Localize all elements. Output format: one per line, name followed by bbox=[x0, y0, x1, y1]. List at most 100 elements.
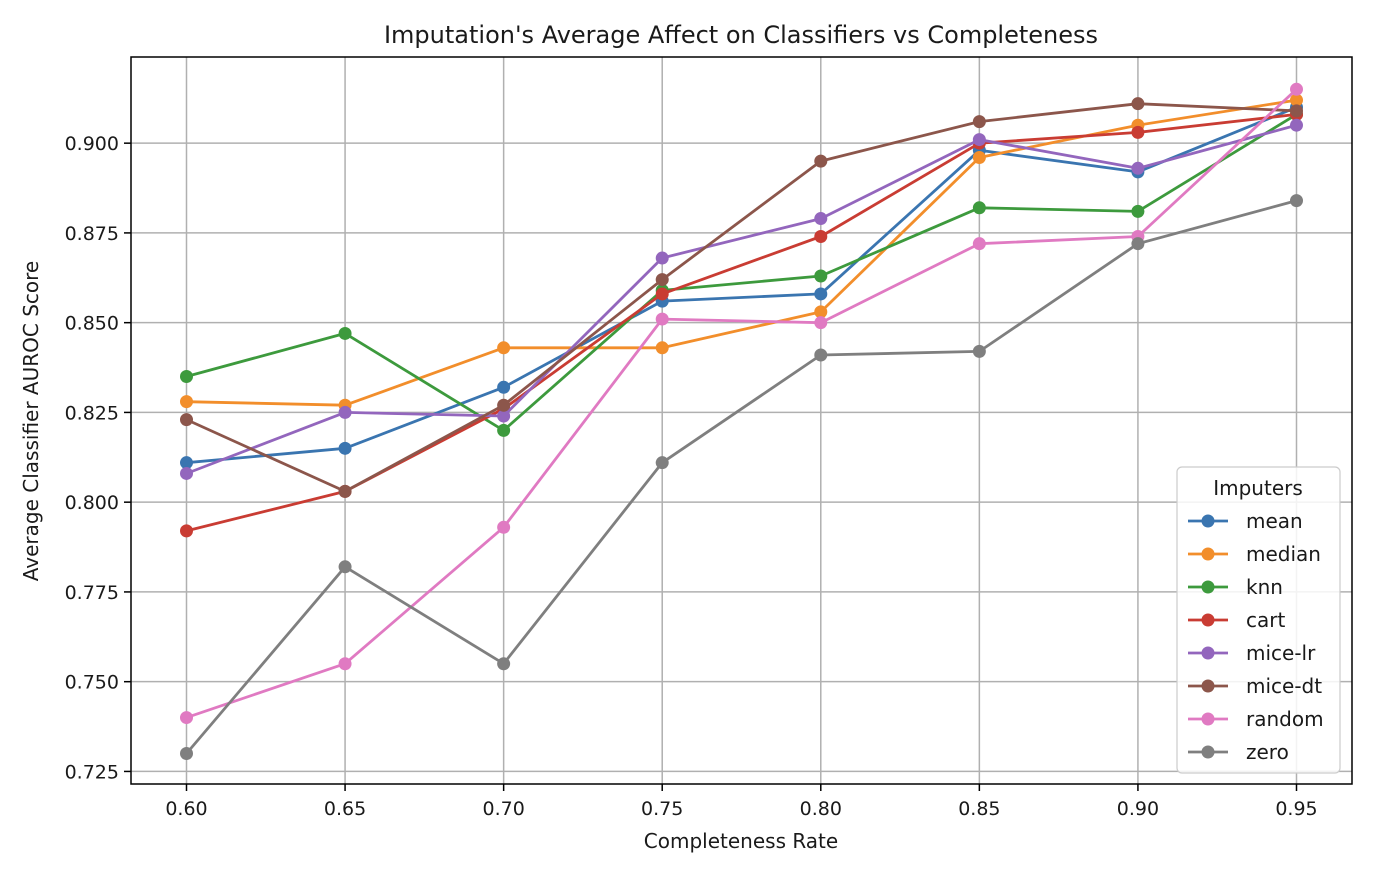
legend-label: mean bbox=[1246, 509, 1303, 533]
data-point-mice-lr bbox=[814, 212, 828, 226]
legend-label: mice-dt bbox=[1246, 674, 1322, 698]
y-tick-label: 0.850 bbox=[65, 313, 119, 335]
data-point-knn bbox=[497, 423, 511, 437]
data-point-cart bbox=[655, 287, 669, 301]
data-point-mice-lr bbox=[1290, 118, 1303, 132]
y-tick-label: 0.825 bbox=[65, 402, 119, 424]
data-point-mice-dt bbox=[972, 115, 986, 129]
data-point-mean bbox=[180, 456, 193, 470]
x-tick-label: 0.90 bbox=[1117, 798, 1159, 820]
y-tick-label: 0.875 bbox=[65, 223, 119, 245]
data-point-mice-dt bbox=[180, 413, 193, 427]
y-axis-label: Average Classifier AUROC Score bbox=[19, 261, 43, 581]
data-point-cart bbox=[814, 230, 828, 244]
data-point-zero bbox=[338, 560, 352, 574]
plot-frame bbox=[130, 56, 1353, 785]
legend-item-mice-dt: mice-dt bbox=[1188, 674, 1322, 698]
legend-item-median: median bbox=[1188, 542, 1321, 566]
series-mice-dt bbox=[180, 97, 1303, 498]
legend-label: knn bbox=[1246, 575, 1283, 599]
data-point-random bbox=[338, 657, 352, 671]
data-point-zero bbox=[1290, 194, 1303, 208]
data-point-knn bbox=[1131, 204, 1145, 218]
x-tick-label: 0.70 bbox=[482, 798, 524, 820]
data-point-mice-lr bbox=[1131, 161, 1145, 175]
series-line-median bbox=[186, 98, 1297, 407]
legend-item-random: random bbox=[1188, 707, 1324, 731]
data-point-mice-dt bbox=[1131, 97, 1145, 111]
series-layer bbox=[180, 82, 1303, 760]
data-point-mice-lr bbox=[180, 466, 193, 480]
legend-title: Imputers bbox=[1213, 476, 1303, 500]
series-median bbox=[180, 93, 1303, 412]
x-axis-ticks: 0.60 0.65 0.70 0.75 0.80 0.85 0.90 0.95 bbox=[165, 784, 1318, 820]
legend-label: random bbox=[1246, 707, 1324, 731]
y-tick-label: 0.800 bbox=[65, 492, 119, 514]
data-point-knn bbox=[180, 370, 193, 384]
data-point-mice-lr bbox=[972, 133, 986, 147]
data-point-median bbox=[180, 395, 193, 409]
data-point-median bbox=[655, 341, 669, 355]
y-tick-label: 0.775 bbox=[65, 582, 119, 604]
x-axis-label: Completeness Rate bbox=[644, 829, 838, 853]
legend-items: mean median knn cart mice-lr mice-dt random zer… bbox=[1188, 509, 1324, 764]
legend-swatch-marker bbox=[1201, 547, 1215, 561]
y-tick-label: 0.750 bbox=[65, 672, 119, 694]
legend-swatch-marker bbox=[1201, 613, 1215, 627]
legend-item-mean: mean bbox=[1188, 509, 1303, 533]
data-point-mice-dt bbox=[497, 398, 511, 412]
legend-box bbox=[1176, 466, 1341, 774]
data-point-zero bbox=[814, 348, 828, 362]
x-tick-label: 0.60 bbox=[165, 798, 207, 820]
x-tick-label: 0.65 bbox=[324, 798, 366, 820]
data-point-random bbox=[972, 237, 986, 251]
data-point-mean bbox=[814, 287, 828, 301]
legend-item-zero: zero bbox=[1188, 740, 1289, 764]
data-point-random bbox=[655, 312, 669, 326]
legend-label: median bbox=[1246, 542, 1321, 566]
data-point-knn bbox=[972, 201, 986, 215]
data-point-mice-dt bbox=[338, 484, 352, 498]
series-zero bbox=[180, 194, 1303, 760]
chart-title: Imputation's Average Affect on Classifie… bbox=[384, 21, 1098, 49]
legend-swatch-marker bbox=[1201, 580, 1215, 594]
y-tick-label: 0.725 bbox=[65, 761, 119, 783]
data-point-mean bbox=[497, 380, 511, 394]
legend-label: zero bbox=[1246, 740, 1289, 764]
legend-label: mice-lr bbox=[1246, 641, 1316, 665]
data-point-zero bbox=[180, 746, 193, 760]
data-point-zero bbox=[1131, 237, 1145, 251]
series-random bbox=[180, 82, 1303, 725]
series-mice-lr bbox=[180, 118, 1303, 480]
series-line-mean bbox=[186, 106, 1298, 465]
data-point-cart bbox=[1131, 125, 1145, 139]
legend-swatch-marker bbox=[1201, 712, 1215, 726]
data-point-median bbox=[972, 151, 986, 165]
legend-label: cart bbox=[1246, 608, 1285, 632]
x-tick-label: 0.80 bbox=[800, 798, 842, 820]
data-point-mice-dt bbox=[655, 273, 669, 287]
legend-swatch-marker bbox=[1201, 679, 1215, 693]
y-tick-label: 0.900 bbox=[65, 133, 119, 155]
legend-item-knn: knn bbox=[1188, 575, 1283, 599]
y-axis-ticks: 0.725 0.750 0.775 0.800 0.825 0.850 0.875 0.900 bbox=[65, 133, 131, 783]
x-tick-label: 0.75 bbox=[641, 798, 683, 820]
legend-item-mice-lr: mice-lr bbox=[1188, 641, 1316, 665]
data-point-knn bbox=[814, 269, 828, 283]
series-line-mice-dt bbox=[185, 102, 1297, 493]
series-line-mice-lr bbox=[185, 123, 1297, 475]
data-point-random bbox=[180, 711, 193, 725]
data-point-mice-dt bbox=[814, 154, 828, 168]
data-point-mice-lr bbox=[338, 405, 352, 419]
data-point-median bbox=[814, 305, 828, 319]
legend-swatch-marker bbox=[1201, 646, 1215, 660]
grid bbox=[131, 57, 1352, 784]
data-point-zero bbox=[655, 456, 669, 470]
data-point-mean bbox=[338, 441, 352, 455]
data-point-median bbox=[1290, 93, 1303, 107]
legend-item-cart: cart bbox=[1188, 608, 1285, 632]
legend-swatch-marker bbox=[1201, 745, 1215, 759]
series-line-random bbox=[186, 88, 1298, 719]
data-point-median bbox=[497, 341, 511, 355]
